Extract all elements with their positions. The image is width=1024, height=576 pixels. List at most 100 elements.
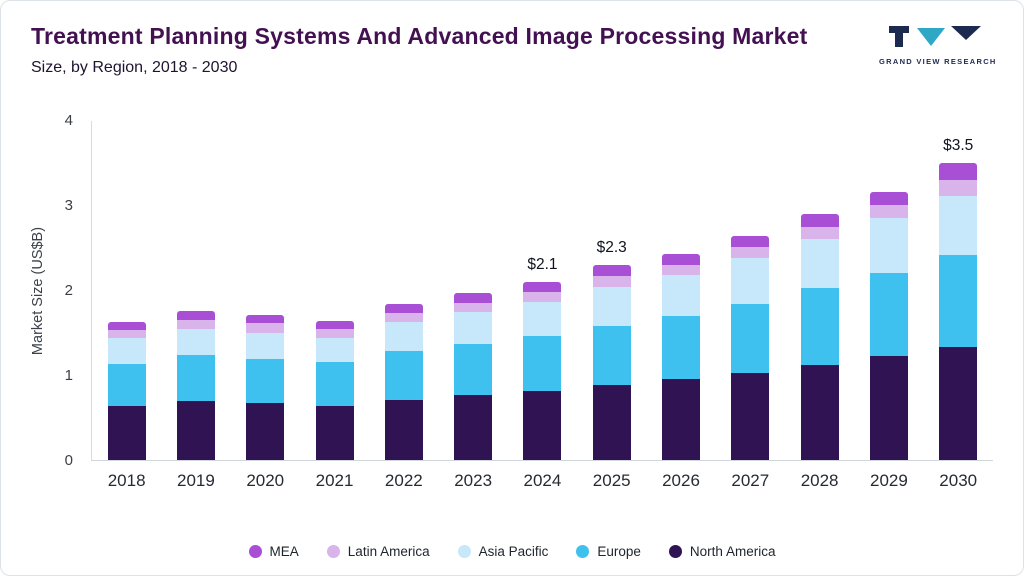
segment-north-america (315, 405, 354, 460)
x-tick-2027: 2027 (731, 471, 770, 490)
segment-mea (107, 322, 146, 330)
segment-north-america (939, 346, 978, 460)
segment-north-america (731, 373, 770, 460)
legend-item-asia-pacific: Asia Pacific (457, 544, 549, 559)
x-tick-2021: 2021 (315, 471, 354, 490)
x-tick-2025: 2025 (592, 471, 631, 490)
segment-latin-america (176, 319, 215, 330)
y-axis-ticks: 0 1 2 3 4 (41, 112, 83, 469)
bar-2022: 2022 (384, 121, 423, 490)
legend-swatch-icon (457, 545, 471, 558)
legend-item-north-america: North America (668, 544, 776, 559)
y-tick-0: 0 (64, 452, 73, 469)
segment-latin-america (107, 329, 146, 339)
segment-europe (731, 303, 770, 374)
segment-mea (800, 214, 839, 228)
legend-label: Europe (597, 544, 641, 559)
bar-2024: 2024 $2.1 (523, 121, 562, 490)
annotation-2024: $2.1 (527, 255, 558, 273)
bar-2020: 2020 (246, 121, 285, 490)
segment-mea (384, 303, 423, 313)
segment-asia-pacific (384, 322, 423, 352)
segment-mea (246, 314, 285, 324)
x-tick-2019: 2019 (177, 471, 215, 490)
segment-north-america (800, 364, 839, 460)
bar-2021: 2021 (315, 121, 354, 490)
y-tick-4: 4 (64, 112, 73, 129)
x-tick-2024: 2024 (523, 471, 562, 490)
segment-latin-america (454, 302, 493, 313)
segment-mea (592, 264, 631, 277)
bar-stack (107, 322, 146, 460)
legend-label: Asia Pacific (478, 544, 549, 559)
bar-stack (523, 281, 562, 460)
bar-2029: 2029 (869, 121, 908, 490)
legend-label: North America (689, 544, 776, 559)
legend-swatch-icon (248, 545, 262, 558)
segment-north-america (523, 391, 562, 460)
segment-asia-pacific (315, 337, 354, 363)
legend-label: MEA (269, 544, 299, 559)
bar-stack (592, 264, 631, 460)
segment-latin-america (384, 312, 423, 323)
segment-latin-america (523, 291, 562, 302)
segment-north-america (384, 399, 423, 460)
chart-subtitle: Size, by Region, 2018 - 2030 (31, 59, 238, 76)
x-tick-2018: 2018 (107, 471, 146, 490)
bar-2027: 2027 (731, 121, 770, 490)
x-tick-2029: 2029 (869, 471, 908, 490)
segment-north-america (107, 406, 146, 460)
segment-north-america (662, 379, 701, 460)
annotation-2025: $2.3 (596, 238, 627, 256)
bar-stack (315, 320, 354, 460)
segment-asia-pacific (800, 239, 839, 289)
bar-stack (454, 293, 493, 460)
segment-mea (523, 281, 562, 292)
segment-asia-pacific (731, 257, 770, 304)
segment-north-america (176, 401, 215, 460)
segment-europe (176, 355, 215, 402)
bar-stack (384, 303, 423, 460)
segment-latin-america (800, 227, 839, 240)
bar-stack (731, 235, 770, 460)
segment-asia-pacific (246, 332, 285, 359)
y-tick-3: 3 (64, 197, 73, 214)
y-tick-1: 1 (64, 367, 73, 384)
segment-asia-pacific (592, 287, 631, 326)
segment-latin-america (246, 323, 285, 333)
segment-europe (107, 363, 146, 407)
x-tick-2026: 2026 (662, 471, 700, 490)
segment-asia-pacific (939, 195, 978, 256)
segment-asia-pacific (869, 217, 908, 274)
plot-area: 2018 2019 2020 2021 2022 2023 2024 $2.1 2025 $2.3… (91, 121, 993, 490)
segment-asia-pacific (662, 274, 701, 316)
segment-mea (662, 254, 701, 265)
bar-stack (246, 314, 285, 460)
chart-header: Treatment Planning Systems And Advanced … (31, 23, 873, 77)
bar-2025: 2025 $2.3 (592, 121, 631, 490)
segment-north-america (592, 385, 631, 460)
segment-europe (800, 288, 839, 365)
segment-europe (315, 362, 354, 406)
chart-title: Treatment Planning Systems And Advanced … (31, 23, 808, 49)
bar-2028: 2028 (800, 121, 839, 490)
bar-2023: 2023 (454, 121, 493, 490)
segment-europe (592, 325, 631, 386)
legend-swatch-icon (326, 545, 340, 558)
segment-europe (939, 255, 978, 347)
segment-latin-america (662, 264, 701, 275)
chart-legend: MEA Latin America Asia Pacific Europe North … (1, 544, 1023, 559)
segment-europe (246, 358, 285, 404)
bar-stack (176, 311, 215, 460)
legend-item-latin-america: Latin America (326, 544, 430, 559)
segment-asia-pacific (176, 329, 215, 356)
segment-europe (662, 315, 701, 380)
segment-asia-pacific (523, 301, 562, 336)
legend-label: Latin America (347, 544, 430, 559)
segment-mea (454, 293, 493, 303)
bar-2026: 2026 (662, 121, 701, 490)
legend-swatch-icon (576, 545, 590, 558)
bar-stack (662, 254, 701, 460)
segment-north-america (246, 403, 285, 460)
